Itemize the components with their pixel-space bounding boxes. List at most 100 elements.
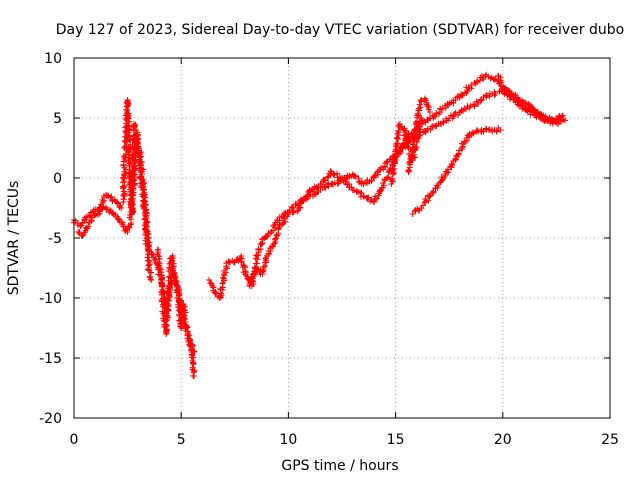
data-point [145, 266, 152, 273]
data-point [124, 229, 131, 235]
data-point [248, 280, 255, 287]
data-point [275, 226, 282, 233]
data-point [351, 187, 358, 194]
data-point [548, 115, 555, 122]
data-point [342, 175, 349, 182]
data-point [219, 280, 226, 287]
data-point [249, 271, 256, 278]
data-point [148, 277, 155, 283]
data-point [406, 167, 413, 174]
data-point [380, 182, 387, 189]
data-point [492, 90, 499, 97]
x-tick-label: 10 [279, 432, 297, 448]
data-point [114, 199, 121, 206]
data-point [400, 140, 407, 147]
data-point [421, 199, 428, 206]
data-point [141, 204, 148, 211]
data-point [559, 116, 566, 123]
data-point [374, 195, 381, 202]
data-point [159, 283, 166, 290]
data-point [410, 145, 417, 152]
data-point [351, 172, 358, 179]
data-point [135, 144, 142, 151]
data-point [388, 175, 395, 182]
data-point [122, 154, 129, 161]
data-point [398, 123, 405, 130]
data-point [163, 306, 170, 313]
x-tick-label: 5 [177, 432, 186, 448]
data-point [166, 273, 173, 280]
data-point [140, 187, 147, 194]
data-point [182, 325, 189, 332]
data-point [185, 337, 192, 344]
data-point [136, 158, 143, 165]
data-point [406, 159, 413, 166]
data-point [458, 108, 465, 115]
data-point [445, 117, 452, 124]
data-point [254, 256, 261, 263]
data-point [397, 148, 404, 155]
data-point [242, 272, 249, 279]
y-tick-label: 0 [53, 171, 62, 187]
data-point [173, 289, 180, 296]
data-point [190, 361, 197, 368]
data-point [267, 230, 274, 237]
data-point [360, 193, 367, 200]
data-point [164, 322, 171, 329]
data-point [260, 263, 267, 270]
data-point [79, 220, 86, 227]
data-point [430, 188, 437, 195]
data-point [142, 231, 149, 238]
data-point [468, 85, 475, 92]
data-point [163, 327, 170, 334]
data-point [329, 180, 336, 187]
data-point [399, 141, 406, 148]
data-point [181, 315, 188, 322]
data-point [458, 146, 465, 153]
data-point [262, 256, 269, 263]
data-point [158, 291, 165, 298]
data-points [70, 71, 568, 379]
data-point [129, 152, 136, 159]
data-point [461, 89, 468, 96]
data-point [334, 180, 341, 187]
y-axis-label: SDTVAR / TECUs [6, 181, 22, 296]
data-point [390, 162, 397, 169]
data-point [448, 160, 455, 167]
data-point [145, 257, 152, 264]
data-point [130, 185, 137, 192]
x-tick-label: 0 [70, 432, 79, 448]
data-point [397, 123, 404, 130]
data-point [297, 204, 304, 211]
data-point [476, 77, 483, 84]
data-point [175, 298, 182, 305]
data-point [120, 223, 127, 230]
data-point [159, 303, 166, 310]
data-point [514, 98, 521, 105]
data-point [426, 193, 433, 200]
data-point [289, 209, 296, 216]
data-point [502, 86, 509, 93]
data-point [427, 126, 434, 133]
data-point [224, 265, 231, 272]
data-point [300, 195, 307, 202]
axis-ticks: 0 5 10 15 20 25 10 5 0 -5 -10 -15 -20 [39, 51, 619, 448]
data-point [495, 72, 502, 79]
data-point [471, 102, 478, 109]
data-point [185, 331, 192, 338]
data-point [440, 119, 447, 126]
data-point [128, 203, 135, 210]
data-point [165, 283, 172, 290]
data-point [259, 236, 266, 243]
data-point [85, 223, 92, 230]
data-point [264, 233, 271, 240]
data-point [374, 169, 381, 176]
data-point [394, 140, 401, 147]
y-tick-label: -10 [39, 291, 62, 307]
data-point [387, 156, 394, 163]
data-point [129, 182, 136, 189]
data-point [206, 277, 213, 283]
data-point [162, 321, 169, 328]
data-point [118, 205, 125, 211]
